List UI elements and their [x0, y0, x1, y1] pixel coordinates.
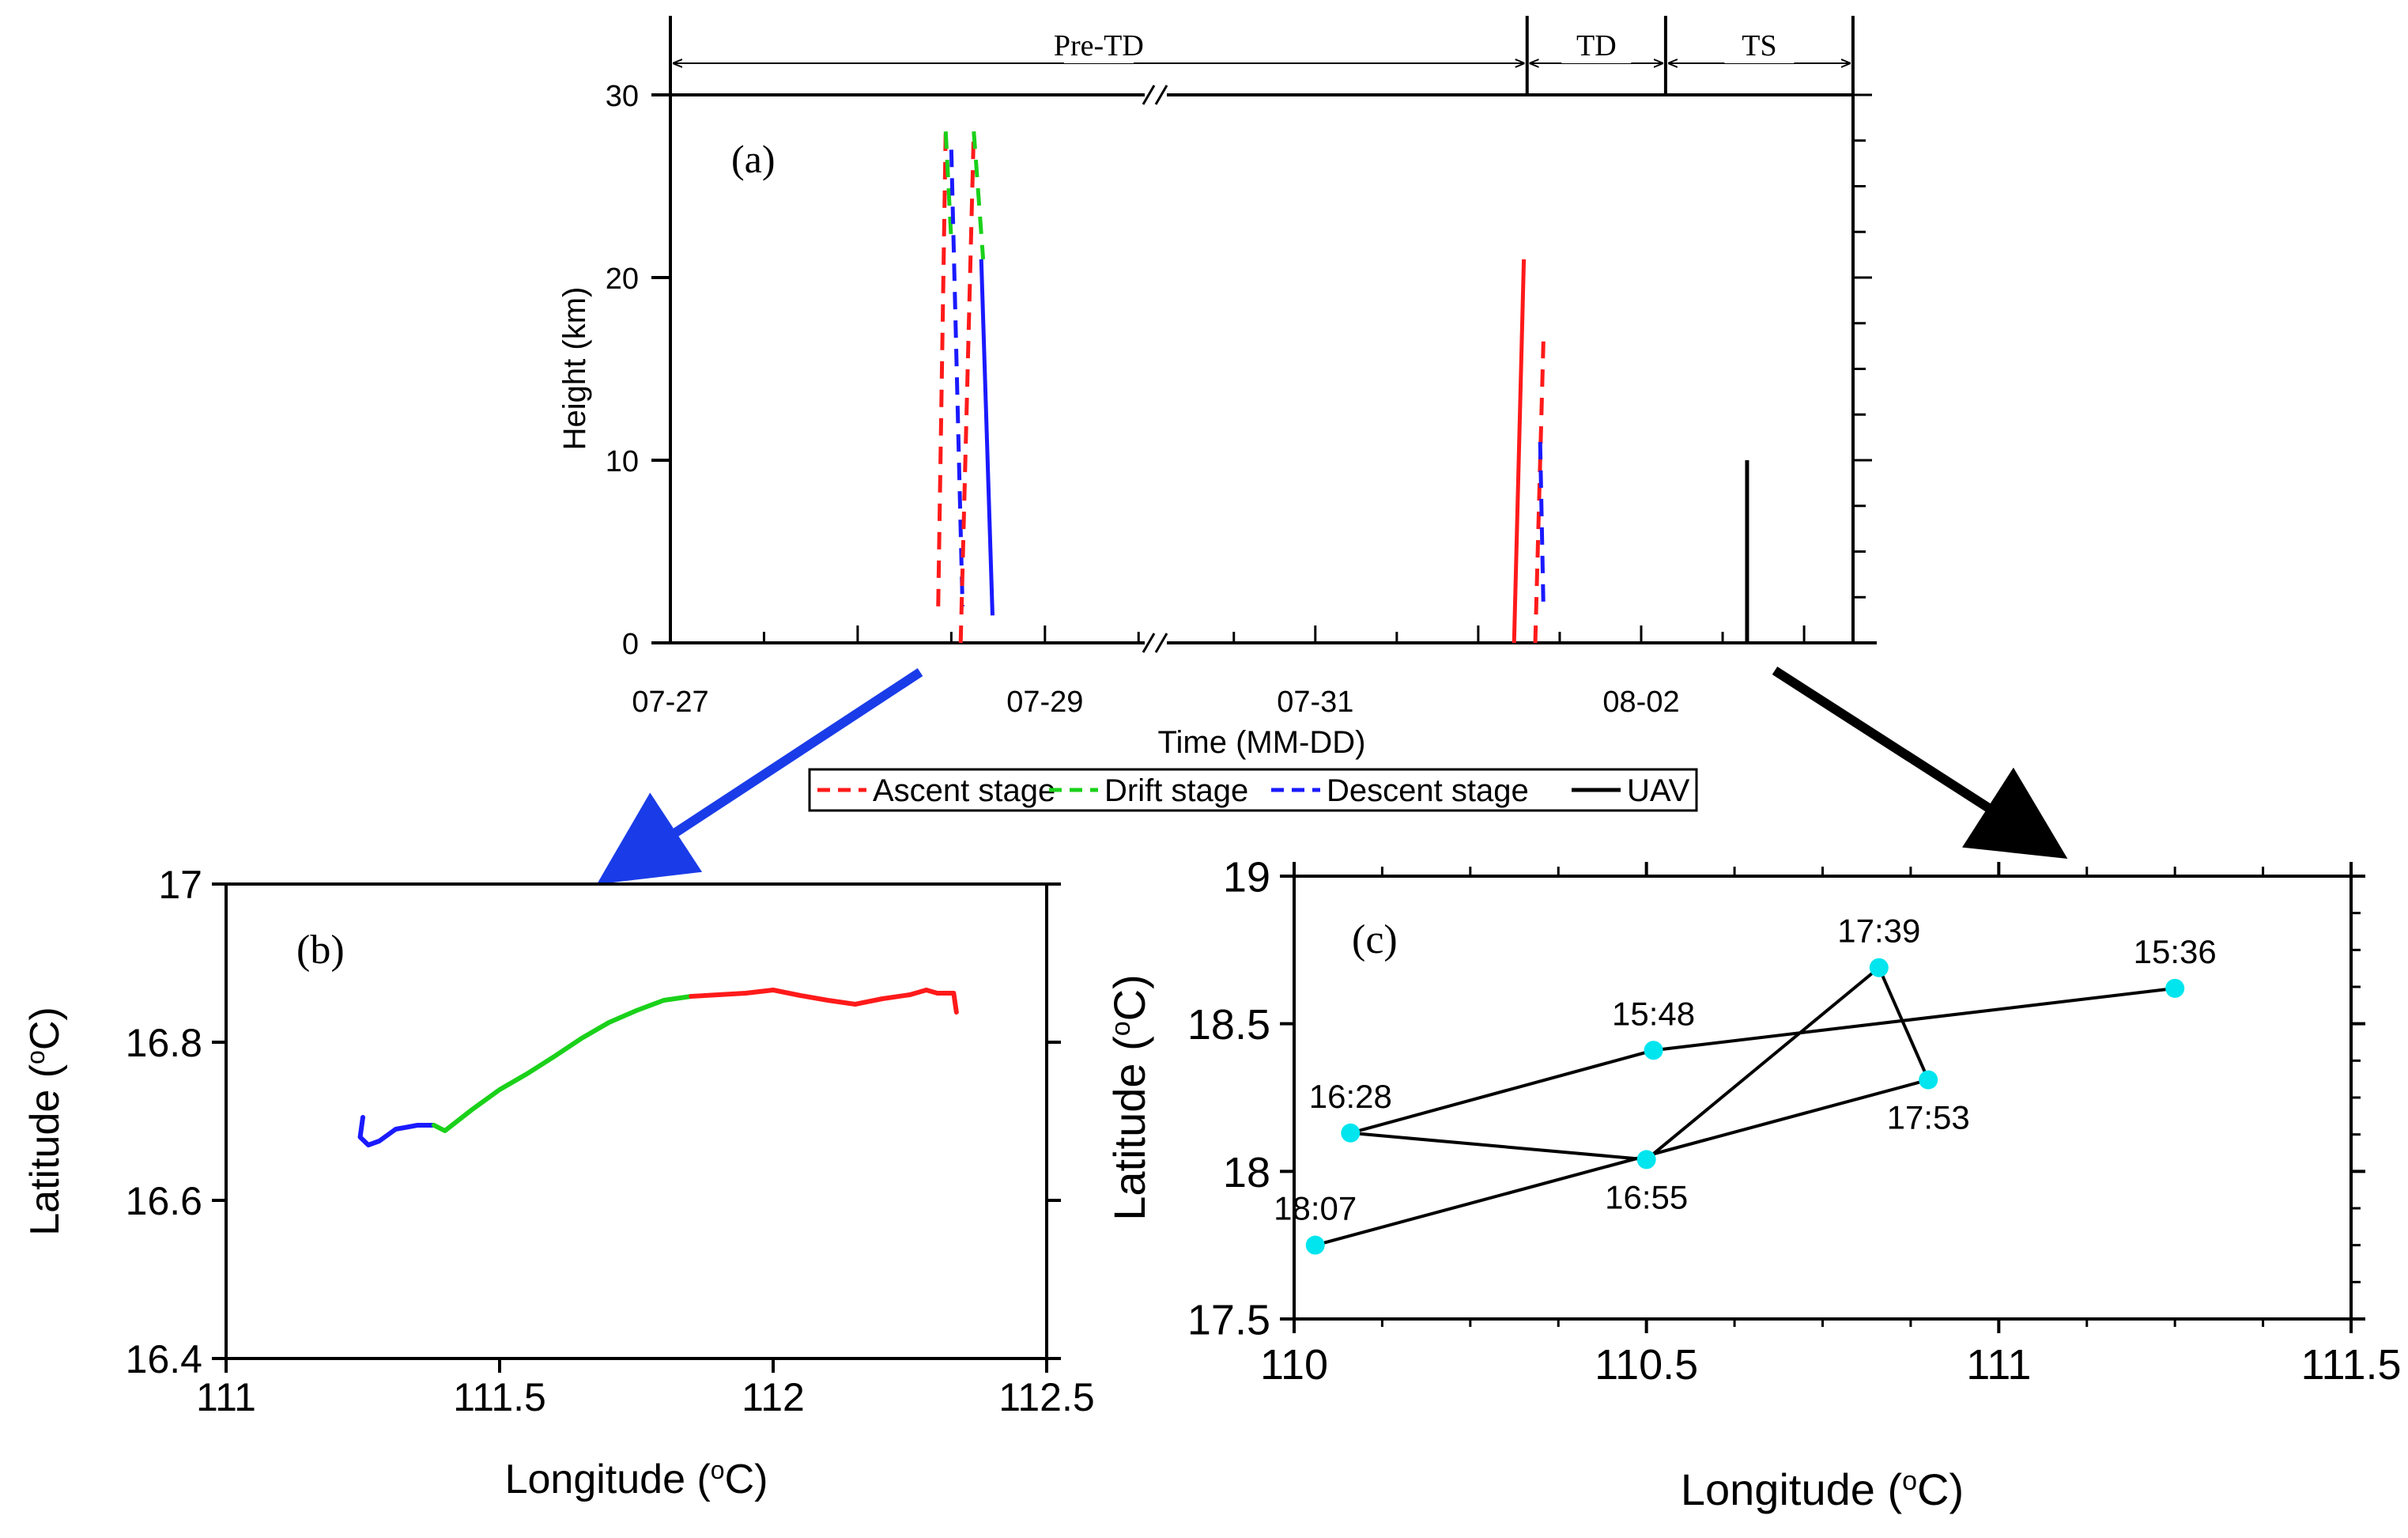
b-track-line — [357, 1115, 436, 1147]
a-ytick-label: 0 — [622, 628, 639, 661]
xtick-label: 112.5 — [998, 1375, 1094, 1419]
legend-items: Ascent stage Drift stage Descent stage UAV — [817, 773, 1690, 808]
panel-c-y-axis-label: Latitude (oC) — [1104, 974, 1154, 1221]
a-xtick-label: 08-02 — [1602, 686, 1679, 719]
panel-c-ticks: 110 110.5 111 111.5 17.5 18 18.5 19 — [1187, 853, 2402, 1389]
a-series-line — [943, 131, 953, 241]
c-waypoint-marker — [1636, 1150, 1656, 1170]
ytick-label: 18 — [1223, 1149, 1270, 1196]
c-waypoint-marker — [1341, 1123, 1361, 1143]
a-xtick-label: 07-27 — [632, 686, 708, 719]
c-waypoint-marker — [1305, 1235, 1325, 1255]
b-track-line — [431, 994, 694, 1133]
ytick-label: 19 — [1223, 853, 1270, 901]
blue-arrow — [596, 667, 923, 885]
a-xtick-label: 07-31 — [1277, 686, 1353, 719]
panel-b-label: (b) — [296, 928, 345, 973]
panel-b-ticks: 111 111.5 112 112.5 16.4 16.6 16.8 17 — [126, 863, 1095, 1419]
panel-a-y-axis-label: Height (km) — [557, 287, 592, 451]
c-waypoint-time: 18:07 — [1274, 1190, 1357, 1227]
c-waypoint-marker — [1869, 958, 1889, 977]
xtick-label: 112 — [742, 1375, 805, 1419]
a-period-label: TD — [1576, 29, 1617, 62]
c-waypoint-marker — [1919, 1070, 1938, 1090]
c-waypoint-time: 15:48 — [1612, 995, 1695, 1032]
a-ytick-label: 20 — [606, 263, 639, 296]
a-ytick-label: 30 — [606, 80, 639, 113]
legend: Ascent stage Drift stage Descent stage UAV — [808, 768, 1698, 812]
a-period-label: TS — [1742, 29, 1776, 62]
panel-b-x-axis-label: Longitude (oC) — [505, 1456, 768, 1502]
panel-a-axis-break-top — [1142, 85, 1168, 105]
ytick-label: 16.6 — [126, 1179, 202, 1223]
ytick-label: 16.4 — [126, 1337, 202, 1381]
c-waypoint-marker — [1644, 1041, 1663, 1060]
panel-a-x-ticks: 07-27 07-29 07-31 08-02 — [632, 625, 1806, 719]
a-period-label-bg — [1724, 35, 1795, 63]
legend-label: UAV — [1627, 773, 1690, 808]
panel-a-axis-break-bottom — [1142, 633, 1168, 653]
panel-b-plot-area — [225, 882, 1048, 1360]
legend-box — [808, 768, 1698, 812]
xtick-label: 111 — [1966, 1341, 2031, 1389]
panel-a-series — [936, 131, 1749, 644]
c-waypoint-time: 16:55 — [1605, 1178, 1688, 1215]
c-waypoint-time: 17:39 — [1837, 913, 1920, 950]
panel-b-track-map: 111 111.5 112 112.5 16.4 16.6 16.8 17 (b) Longi… — [21, 863, 1095, 1502]
panel-a-y-ticks: 0 10 20 30 — [606, 80, 1872, 661]
a-series-line — [949, 149, 965, 607]
ytick-label: 17.5 — [1187, 1296, 1270, 1343]
panel-b-series — [357, 988, 959, 1147]
xtick-label: 111.5 — [453, 1375, 546, 1419]
panel-a-label: (a) — [731, 137, 776, 181]
xtick-label: 111 — [196, 1375, 256, 1419]
ytick-label: 18.5 — [1187, 1001, 1270, 1049]
legend-label: Drift stage — [1104, 773, 1248, 808]
black-arrow — [1772, 666, 2068, 859]
xtick-label: 111.5 — [2300, 1341, 2401, 1389]
a-period-label-bg — [1063, 35, 1134, 63]
panel-a-plot-area — [669, 93, 1855, 644]
c-waypoint-time: 15:36 — [2134, 933, 2217, 970]
c-waypoint-marker — [2165, 978, 2185, 998]
legend-label: Ascent stage — [873, 773, 1055, 808]
panel-a-period-markers: Pre-TD TD TS — [669, 16, 1855, 95]
panel-a-x-axis-label: Time (MM-DD) — [1158, 725, 1366, 760]
a-period-label-bg — [1561, 35, 1632, 63]
panel-b-y-axis-label: Latitude (oC) — [21, 1007, 68, 1235]
panel-c-series: 15:36 15:48 16:28 16:55 17:39 17:53 18:07 — [1274, 913, 2217, 1255]
a-period-label: Pre-TD — [1054, 29, 1144, 62]
a-xtick-label: 07-29 — [1006, 686, 1083, 719]
a-series-line — [1533, 341, 1546, 644]
c-waypoint-time: 16:28 — [1309, 1078, 1392, 1115]
c-waypoint-time: 17:53 — [1887, 1099, 1970, 1136]
a-series-line — [958, 131, 976, 644]
a-series-line — [979, 259, 995, 616]
panel-c-x-axis-label: Longitude (oC) — [1681, 1464, 1964, 1514]
a-ytick-label: 10 — [606, 445, 639, 478]
xtick-label: 110.5 — [1595, 1341, 1698, 1389]
panel-c-label: (c) — [1352, 917, 1398, 962]
a-series-line — [1512, 259, 1527, 644]
ytick-label: 16.8 — [126, 1021, 202, 1065]
c-uav-path — [1315, 965, 2176, 1247]
legend-label: Descent stage — [1327, 773, 1529, 808]
a-series-line — [972, 131, 986, 260]
xtick-label: 110 — [1260, 1341, 1328, 1389]
a-series-line — [936, 131, 948, 607]
ytick-label: 17 — [158, 863, 202, 907]
b-track-line — [689, 988, 959, 1015]
